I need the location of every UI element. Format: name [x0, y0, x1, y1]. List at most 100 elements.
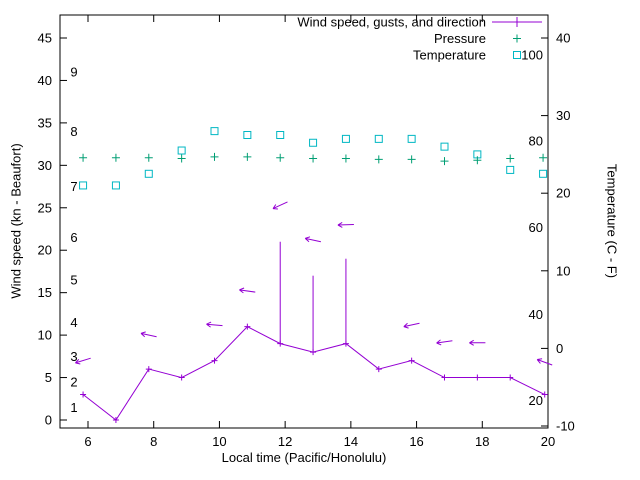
pressure-series: [79, 152, 548, 166]
temperature-point: [407, 134, 416, 143]
wind-direction-arrow: [75, 357, 91, 365]
beaufort-label: 5: [70, 272, 77, 287]
pressure-point: [473, 156, 482, 165]
x-axis: 6 8 10 12 14 16 18 20: [84, 15, 555, 449]
wind-point: [211, 357, 218, 364]
y-left-tick-label: 5: [45, 370, 52, 385]
pressure-point: [407, 155, 416, 164]
y-right-tick-label: 30: [556, 108, 570, 123]
fahrenheit-label: 80: [529, 134, 543, 149]
temperature-point: [341, 134, 350, 143]
wind-point: [145, 366, 152, 373]
y-axis-right: -10 0 10 20 30 40 100 80 60 40 20: [521, 31, 575, 434]
wind-series: [75, 201, 553, 423]
y-left-tick-label: 0: [45, 413, 52, 428]
wind-direction-arrow: [304, 236, 322, 243]
beaufort-label: 9: [70, 64, 77, 79]
fahrenheit-label: 40: [529, 307, 543, 322]
x-tick-label: 16: [409, 434, 423, 449]
x-tick-label: 14: [344, 434, 358, 449]
x-tick-label: 10: [212, 434, 226, 449]
pressure-point: [440, 157, 449, 166]
temperature-point: [539, 169, 548, 178]
legend-label: Pressure: [434, 31, 486, 46]
wind-direction-arrow: [272, 201, 288, 210]
wind-direction-arrow: [469, 339, 486, 346]
y-right-axis-label: Temperature (C - F): [604, 163, 620, 279]
wind-point: [507, 374, 514, 381]
pressure-point: [506, 154, 515, 163]
beaufort-label: 8: [70, 124, 77, 139]
y-left-tick-label: 40: [38, 73, 52, 88]
y-right-tick-label: 40: [556, 31, 570, 46]
pressure-point: [341, 154, 350, 163]
y-left-tick-label: 30: [38, 158, 52, 173]
wind-point: [441, 374, 448, 381]
x-tick-label: 6: [84, 434, 91, 449]
wind-point: [80, 391, 87, 398]
fahrenheit-label: 20: [529, 393, 543, 408]
y-right-tick-label: 20: [556, 186, 570, 201]
y-left-tick-label: 15: [38, 285, 52, 300]
y-left-axis-label: Wind speed (kn - Beaufort): [8, 143, 24, 299]
temperature-point: [111, 181, 120, 190]
legend-label: Temperature: [413, 48, 486, 63]
pressure-point: [210, 152, 219, 161]
y-right-tick-label: 10: [556, 263, 570, 278]
fahrenheit-label: 60: [529, 220, 543, 235]
pressure-point: [243, 152, 252, 161]
x-tick-label: 12: [278, 434, 292, 449]
temperature-point: [440, 142, 449, 151]
wind-direction-arrow: [337, 221, 354, 228]
legend-label: Wind speed, gusts, and direction: [297, 15, 486, 30]
wind-point: [541, 391, 548, 398]
wind-point: [244, 323, 251, 330]
pressure-point: [79, 153, 88, 162]
wind-direction-arrow: [239, 287, 256, 294]
legend-pressure-marker: [513, 34, 521, 43]
temperature-point: [309, 138, 318, 147]
temperature-point: [177, 146, 186, 155]
pressure-point: [177, 154, 186, 163]
pressure-point: [144, 153, 153, 162]
y-right-tick-label: -10: [556, 419, 575, 434]
wind-direction-arrow: [436, 339, 453, 346]
legend-wind-marker: [513, 18, 521, 26]
y-left-tick-label: 45: [38, 31, 52, 46]
plot-border: [59, 14, 549, 429]
beaufort-label: 6: [70, 230, 77, 245]
x-tick-label: 20: [541, 434, 555, 449]
wind-point: [474, 374, 481, 381]
wind-direction-arrow: [140, 331, 157, 338]
fahrenheit-label: 100: [521, 48, 543, 63]
temperature-point: [374, 134, 383, 143]
y-right-tick-label: 0: [556, 341, 563, 356]
wind-direction-arrow: [206, 321, 223, 328]
beaufort-label: 3: [70, 349, 77, 364]
x-tick-label: 8: [150, 434, 157, 449]
wind-direction-arrow: [403, 322, 420, 329]
beaufort-label: 2: [70, 374, 77, 389]
pressure-point: [539, 153, 548, 162]
wind-point: [408, 357, 415, 364]
pressure-point: [374, 155, 383, 164]
temperature-point: [506, 165, 515, 174]
beaufort-label: 4: [70, 315, 77, 330]
pressure-point: [276, 153, 285, 162]
wind-direction-arrow: [536, 358, 553, 366]
y-left-tick-label: 35: [38, 115, 52, 130]
wind-speed-line: [82, 326, 545, 421]
y-left-tick-label: 25: [38, 200, 52, 215]
y-left-tick-label: 10: [38, 328, 52, 343]
temperature-point: [210, 127, 219, 136]
wind-point: [178, 374, 185, 381]
pressure-point: [111, 153, 120, 162]
beaufort-label: 7: [70, 179, 77, 194]
temperature-point: [276, 131, 285, 139]
temperature-point: [79, 181, 88, 190]
beaufort-label: 1: [70, 400, 77, 415]
wind-point: [375, 366, 382, 373]
temperature-point: [243, 131, 252, 139]
